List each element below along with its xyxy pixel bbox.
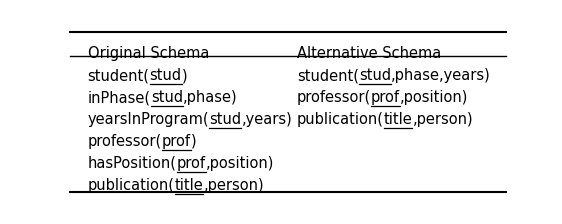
Text: publication(: publication( <box>88 178 175 193</box>
Text: stud: stud <box>209 112 242 127</box>
Text: ): ) <box>191 134 197 149</box>
Text: title: title <box>384 112 413 127</box>
Text: student(: student( <box>297 68 359 83</box>
Text: professor(: professor( <box>297 90 371 105</box>
Text: prof: prof <box>176 156 206 171</box>
Text: inPhase(: inPhase( <box>88 90 151 105</box>
Text: ,years): ,years) <box>242 112 292 127</box>
Text: Original Schema: Original Schema <box>88 46 209 61</box>
Text: ,phase,years): ,phase,years) <box>391 68 491 83</box>
Text: publication(: publication( <box>297 112 384 127</box>
Text: stud: stud <box>149 68 182 83</box>
Text: student(: student( <box>88 68 149 83</box>
Text: prof: prof <box>162 134 191 149</box>
Text: Alternative Schema: Alternative Schema <box>297 46 441 61</box>
Text: stud: stud <box>151 90 183 105</box>
Text: yearsInProgram(: yearsInProgram( <box>88 112 209 127</box>
Text: stud: stud <box>359 68 391 83</box>
Text: ): ) <box>182 68 187 83</box>
Text: ,person): ,person) <box>413 112 473 127</box>
Text: ,position): ,position) <box>400 90 468 105</box>
Text: professor(: professor( <box>88 134 162 149</box>
Text: title: title <box>175 178 203 193</box>
Text: ,phase): ,phase) <box>183 90 238 105</box>
Text: ,person): ,person) <box>203 178 264 193</box>
Text: ,position): ,position) <box>206 156 274 171</box>
Text: prof: prof <box>371 90 400 105</box>
Text: hasPosition(: hasPosition( <box>88 156 176 171</box>
